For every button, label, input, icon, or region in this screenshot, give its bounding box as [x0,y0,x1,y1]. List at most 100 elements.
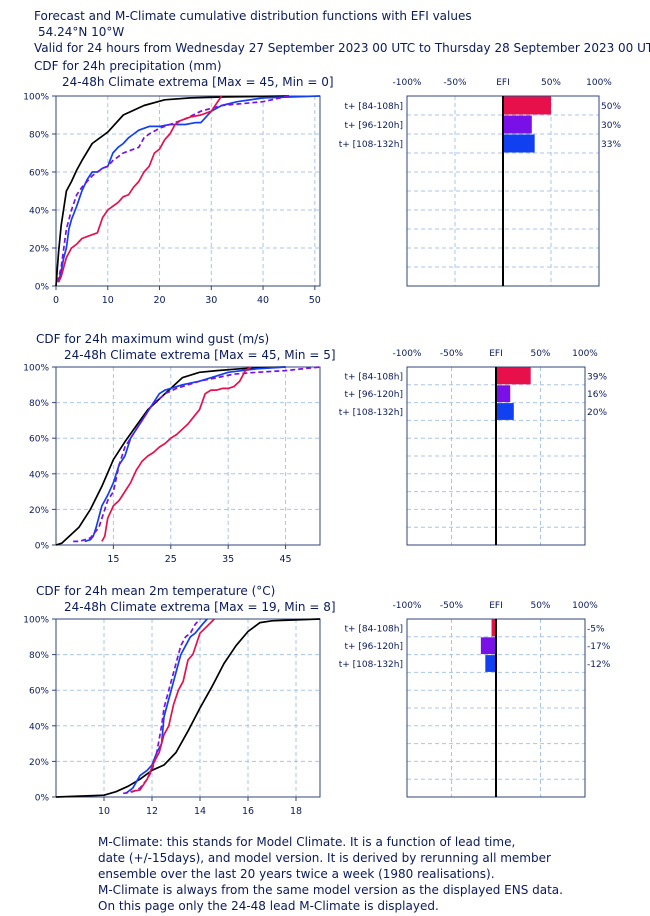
plot-frame [55,366,321,546]
x-tick-label: 45 [280,554,292,562]
efi-bar-t108-132 [485,655,496,672]
efi-row-label: t+ [84-108h] [344,372,403,382]
y-tick-label: 80% [29,131,49,141]
efi-value-label: -17% [587,642,611,652]
y-tick-label: 60% [29,435,49,445]
x-tick-label: 35 [222,554,234,562]
efi-axis-label: 50% [541,78,561,88]
efi-value-label: 33% [601,140,621,150]
cdf-line-t108-132 [57,95,321,283]
temp-efi-chart: -100% -50% EFI 50% 100% t+ [84-108h] -5% t+ [96… [339,601,611,798]
x-tick-label: 16 [242,806,254,814]
efi-bar-t84-108 [496,367,531,385]
efi-value-label: 20% [587,408,607,418]
x-tick-label: 20 [153,295,165,306]
efi-row-label: t+ [108-132h] [339,660,403,670]
x-tick-label: 50 [309,295,321,306]
efi-row-label: t+ [96-120h] [344,642,403,652]
efi-axis-label: 100% [572,601,598,611]
x-tick-label: 14 [194,806,206,814]
precip-chart-title: CDF for 24h precipitation (mm) [34,59,222,73]
cdf-line-t96-120 [56,95,290,283]
precip-cdf-chart: 0% 20% 40% 60% 80% 100% 0 10 20 30 40 50 [23,93,321,307]
y-tick-label: 100% [23,93,49,103]
efi-bar-t96-120 [480,637,496,655]
x-tick-label: 30 [205,295,217,306]
temp-cdf-chart: 0% 20% 40% 60% 80% 100% 10 12 14 16 18 [23,616,321,814]
efi-axis-label: 50% [530,601,550,611]
efi-row-label: t+ [96-120h] [344,390,403,400]
header-location: 54.24°N 10°W [38,25,125,39]
header-valid-period: Valid for 24 hours from Wednesday 27 Sep… [34,41,650,55]
efi-value-label: 16% [587,390,607,400]
footnote-line: M-Climate is always from the same model … [98,883,563,897]
x-tick-label: 18 [290,806,302,814]
x-tick-label: 15 [107,554,119,562]
y-tick-label: 60% [29,169,49,179]
cdf-line-t96-120 [73,366,321,543]
x-tick-label: 12 [146,806,158,814]
efi-value-label: 50% [601,102,621,112]
header-title: Forecast and M-Climate cumulative distri… [34,9,472,23]
footnote-line: M-Climate: this stands for Model Climate… [98,835,516,849]
cdf-line-m-climate [55,95,289,287]
wind-chart-title: CDF for 24h maximum wind gust (m/s) [36,332,270,346]
cdf-line-t108-132 [84,366,286,543]
y-tick-label: 80% [29,651,49,661]
m-climate-footnote: M-Climate: this stands for Model Climate… [98,834,563,914]
x-tick-label: 10 [102,295,114,306]
efi-axis-label: 100% [572,349,598,359]
x-tick-label: 0 [53,295,59,306]
x-tick-label: 25 [165,554,177,562]
efi-axis-label: EFI [489,349,503,359]
y-tick-label: 40% [29,722,49,732]
plot-frame [55,618,321,798]
cdf-line-t84-108 [57,95,223,283]
efi-value-label: 30% [601,121,621,131]
efi-bar-t84-108 [503,96,551,115]
efi-axis-label: -50% [440,349,464,359]
cdf-line-t84-108 [130,618,215,793]
y-tick-label: 40% [29,470,49,480]
efi-row-label: t+ [96-120h] [344,121,403,131]
wind-efi-chart: -100% -50% EFI 50% 100% t+ [84-108h] 39% t+ [96… [339,349,607,546]
precip-efi-chart: -100% -50% EFI 50% 100% t+ [84-108h] 50% t+ [96… [339,78,621,287]
efi-value-label: -5% [587,624,605,634]
y-tick-label: 20% [29,506,49,516]
precip-chart-subtitle: 24-48h Climate extrema [Max = 45, Min = … [62,75,334,89]
cdf-line-m-climate [55,618,321,798]
efi-row-label: t+ [84-108h] [344,102,403,112]
efi-axis-label: EFI [496,78,510,88]
x-tick-label: 40 [257,295,269,306]
efi-axis-label: -50% [443,78,467,88]
y-tick-label: 0% [35,283,50,293]
temp-chart-title: CDF for 24h mean 2m temperature (°C) [36,584,276,598]
efi-axis-label: 50% [530,349,550,359]
cdf-line-t84-108 [101,366,252,542]
efi-axis-label: 100% [586,78,612,88]
efi-bar-t108-132 [496,403,514,420]
efi-axis-label: EFI [489,601,503,611]
efi-bar-t96-120 [496,385,511,403]
wind-cdf-chart: 0% 20% 40% 60% 80% 100% 15 25 35 45 [23,364,321,562]
efi-value-label: -12% [587,660,611,670]
footnote-line: date (+/-15days), and model version. It … [98,851,551,865]
cdf-line-t96-120 [123,618,201,795]
wind-chart-subtitle: 24-48h Climate extrema [Max = 45, Min = … [64,348,336,362]
efi-axis-label: -100% [393,601,422,611]
efi-bar-t108-132 [503,134,535,153]
footnote-line: On this page only the 24-48 lead M-Clima… [98,899,439,913]
y-tick-label: 40% [29,207,49,217]
x-tick-label: 10 [98,806,110,814]
efi-axis-label: -50% [440,601,464,611]
temp-chart-subtitle: 24-48h Climate extrema [Max = 19, Min = … [64,600,336,614]
y-tick-label: 60% [29,687,49,697]
cdf-line-t108-132 [125,618,208,795]
y-tick-label: 0% [35,542,50,552]
y-tick-label: 0% [35,794,50,804]
footnote-line: ensemble over the last 20 years twice a … [98,867,495,881]
y-tick-label: 80% [29,399,49,409]
cdf-line-m-climate [55,366,286,546]
y-tick-label: 100% [23,616,49,626]
efi-row-label: t+ [84-108h] [344,624,403,634]
